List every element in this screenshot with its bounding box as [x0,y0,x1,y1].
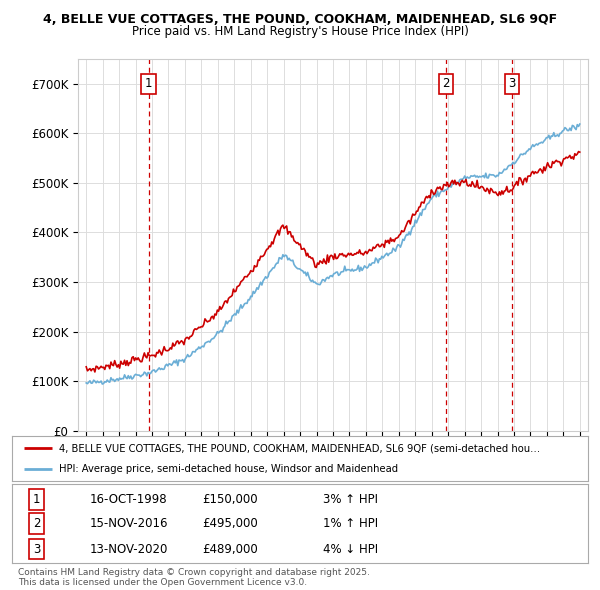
Text: Contains HM Land Registry data © Crown copyright and database right 2025.
This d: Contains HM Land Registry data © Crown c… [18,568,370,587]
Text: 1% ↑ HPI: 1% ↑ HPI [323,517,378,530]
Text: 1: 1 [33,493,41,506]
Text: 2: 2 [442,77,450,90]
Text: 13-NOV-2020: 13-NOV-2020 [90,543,168,556]
Text: £150,000: £150,000 [202,493,258,506]
Text: 4% ↓ HPI: 4% ↓ HPI [323,543,378,556]
Text: 4, BELLE VUE COTTAGES, THE POUND, COOKHAM, MAIDENHEAD, SL6 9QF: 4, BELLE VUE COTTAGES, THE POUND, COOKHA… [43,13,557,26]
Text: 3% ↑ HPI: 3% ↑ HPI [323,493,378,506]
Text: 2: 2 [33,517,41,530]
Text: 3: 3 [508,77,515,90]
Text: HPI: Average price, semi-detached house, Windsor and Maidenhead: HPI: Average price, semi-detached house,… [59,464,398,474]
Text: 1: 1 [145,77,152,90]
Text: 15-NOV-2016: 15-NOV-2016 [90,517,168,530]
Text: 4, BELLE VUE COTTAGES, THE POUND, COOKHAM, MAIDENHEAD, SL6 9QF (semi-detached ho: 4, BELLE VUE COTTAGES, THE POUND, COOKHA… [59,443,541,453]
Text: £489,000: £489,000 [202,543,258,556]
Text: 16-OCT-1998: 16-OCT-1998 [90,493,167,506]
Text: £495,000: £495,000 [202,517,258,530]
Text: 3: 3 [33,543,40,556]
Text: Price paid vs. HM Land Registry's House Price Index (HPI): Price paid vs. HM Land Registry's House … [131,25,469,38]
